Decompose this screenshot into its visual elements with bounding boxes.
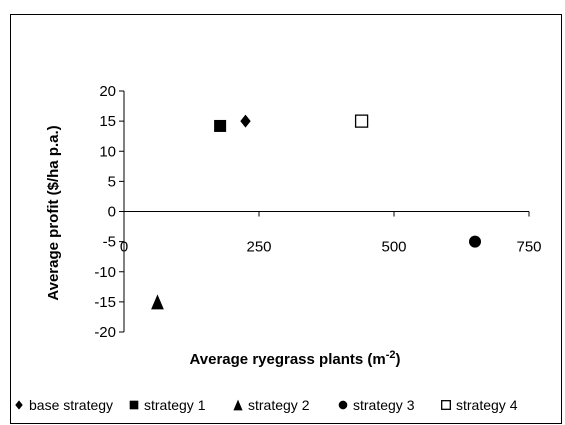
data-point-strategy-3 (469, 235, 481, 248)
legend-marker-strategy-3 (338, 400, 348, 410)
data-point-strategy-1 (214, 119, 227, 132)
y-tick-label: 15 (99, 113, 116, 130)
legend-marker-strategy-4 (441, 400, 451, 410)
legend: base strategy strategy 1 strategy 2 strateg… (15, 397, 518, 413)
legend-label: strategy 3 (353, 397, 415, 413)
data-point-strategy-4 (354, 114, 369, 128)
y-tick-label: 0 (108, 204, 116, 221)
x-tick-label: 750 (516, 239, 541, 256)
legend-marker-strategy-2 (233, 399, 243, 411)
y-tick-label: -10 (94, 264, 116, 281)
legend-label: strategy 4 (456, 397, 518, 413)
data-point-base-strategy (240, 114, 251, 128)
x-tick-label: 250 (246, 239, 271, 256)
y-tick-label: 5 (108, 173, 116, 190)
y-tick-label: 10 (99, 143, 116, 160)
x-axis-title: Average ryegrass plants (m-2) (190, 349, 401, 368)
y-tick-label: 20 (99, 83, 116, 100)
y-tick-label: -15 (94, 294, 116, 311)
legend-label: base strategy (29, 397, 113, 413)
y-axis-title: Average profit ($/ha p.a.) (45, 125, 62, 300)
x-tick-label: 500 (381, 239, 406, 256)
x-tick-label: 0 (120, 239, 128, 256)
y-tick-label: -20 (94, 324, 116, 341)
data-point-strategy-2 (151, 294, 164, 310)
legend-label: strategy 2 (248, 397, 310, 413)
legend-marker-base-strategy (15, 400, 23, 410)
y-tick-label: -5 (103, 234, 116, 251)
chart-frame (10, 14, 562, 424)
data-points (151, 114, 481, 310)
legend-marker-strategy-1 (129, 400, 139, 410)
x-axis: 0 250 500 750 (120, 211, 542, 256)
legend-label: strategy 1 (144, 397, 206, 413)
